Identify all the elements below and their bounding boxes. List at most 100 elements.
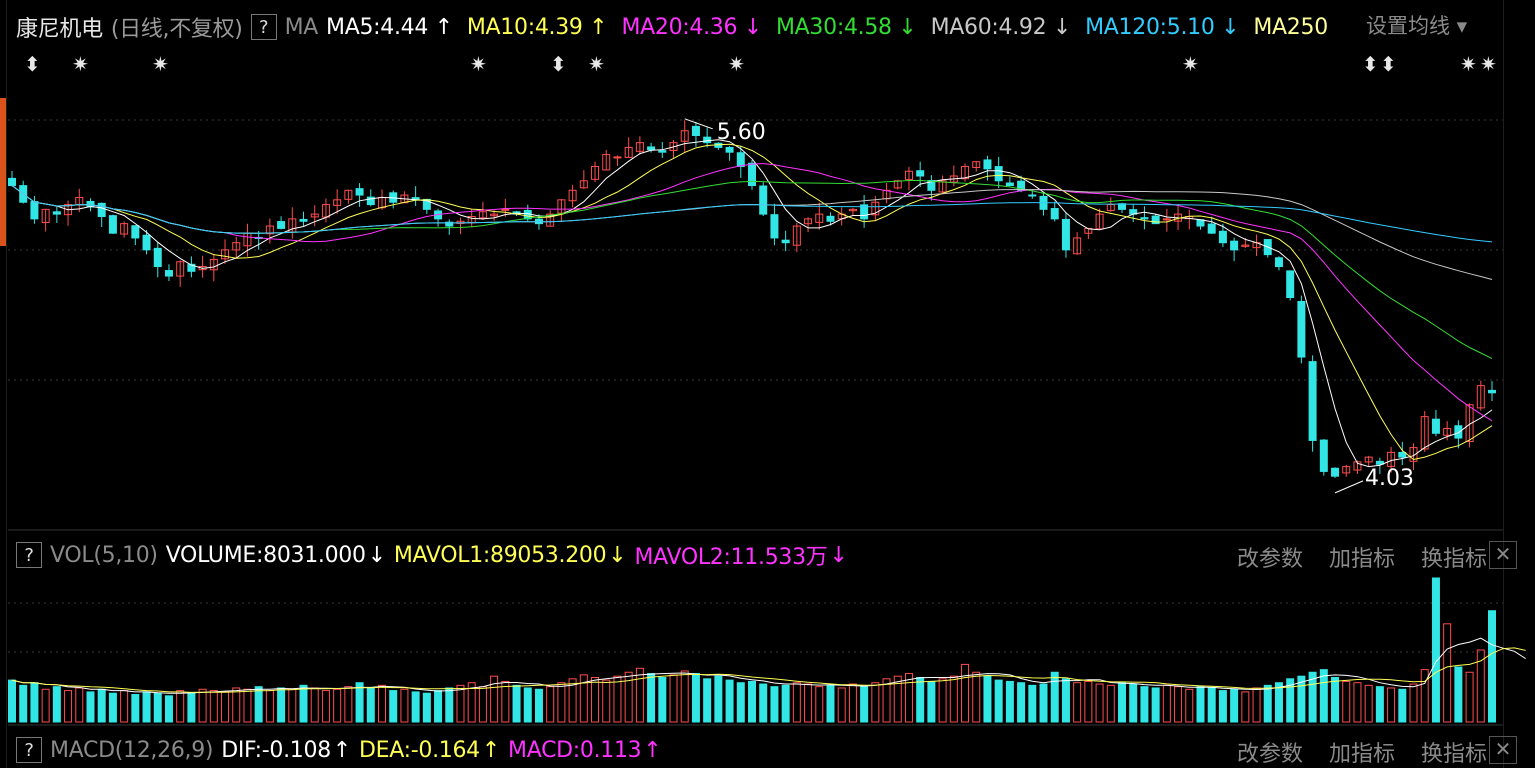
candle-body	[52, 211, 61, 215]
macd-value: MACD:0.113	[508, 737, 642, 763]
event-marker-updown-icon[interactable]: ⬍	[24, 52, 41, 76]
macd-params-button[interactable]: 改参数	[1236, 742, 1303, 767]
candle-body	[1218, 230, 1227, 244]
candle-body	[1005, 182, 1014, 187]
volume-bar	[1017, 682, 1026, 723]
candle-body	[1140, 217, 1149, 220]
vol-title[interactable]: VOL(5,10)	[50, 542, 158, 568]
event-marker-sun-icon[interactable]: ✷	[1460, 52, 1477, 76]
low-label: 4.03	[1365, 466, 1414, 491]
help-button[interactable]: ?	[250, 14, 277, 40]
volume-bar	[972, 671, 981, 723]
event-marker-updown-icon[interactable]: ⬍	[1380, 52, 1397, 76]
volume-bar	[1252, 687, 1261, 723]
candle-body	[691, 125, 700, 136]
volume-bar	[265, 690, 274, 723]
event-marker-updown-icon[interactable]: ⬍	[550, 52, 567, 76]
candle-body	[1308, 361, 1317, 441]
volume-bar	[243, 688, 252, 723]
volume-bar	[904, 673, 913, 723]
volume-bar	[568, 678, 577, 723]
volume-bar	[1230, 688, 1239, 723]
candle-body	[546, 213, 555, 227]
ma-value-0: MA5:4.44 ↑	[326, 14, 453, 40]
volume-panel-header: ? VOL(5,10) VOLUME:8031.000 ↓ MAVOL1:890…	[16, 540, 856, 570]
candle-body	[871, 201, 880, 216]
candle-body	[355, 188, 364, 196]
candle-body	[725, 146, 734, 153]
volume-bar	[591, 676, 600, 723]
ma10-line	[11, 143, 1493, 461]
volume-bar	[1465, 671, 1474, 723]
macd-panel-header: ? MACD(12,26,9) DIF:-0.108 ↑ DEA:-0.164 …	[16, 735, 670, 765]
vol-close-icon[interactable]: ✕	[1489, 541, 1517, 569]
volume-bar	[994, 679, 1003, 723]
vol-switch-indicator-button[interactable]: 换指标	[1420, 547, 1487, 572]
candle-body	[848, 208, 857, 212]
volume-bar	[1207, 687, 1216, 723]
candle-body	[1342, 466, 1351, 474]
stock-name[interactable]: 康尼机电	[16, 17, 103, 42]
candle-body	[1286, 270, 1295, 299]
candle-body	[1398, 451, 1407, 458]
volume-bar	[366, 687, 375, 723]
event-marker-sun-icon[interactable]: ✷	[588, 52, 605, 76]
macd-dif-arrow: ↑	[332, 737, 352, 763]
macd-add-indicator-button[interactable]: 加指标	[1328, 742, 1395, 767]
vol-params-button[interactable]: 改参数	[1236, 547, 1303, 572]
candle-body	[501, 208, 510, 211]
candle-body	[232, 242, 241, 251]
volume-bar	[1353, 682, 1362, 723]
event-marker-sun-icon[interactable]: ✷	[470, 52, 487, 76]
volume-bar	[1095, 683, 1104, 723]
candle-body	[568, 189, 577, 202]
volume-bar	[120, 690, 129, 723]
vol-mavol2: MAVOL2:11.533万	[634, 545, 828, 570]
volume-bar	[209, 690, 218, 723]
ma20-line	[11, 163, 1493, 422]
candle-body	[792, 225, 801, 246]
event-marker-sun-icon[interactable]: ✷	[72, 52, 89, 76]
set-ma-button[interactable]: 设置均线 ▾	[1366, 10, 1472, 40]
candle-body	[1375, 460, 1384, 465]
volume-bar	[714, 675, 723, 723]
volume-bar	[882, 678, 891, 723]
candle-body	[490, 213, 499, 217]
vol-help-button[interactable]: ?	[16, 542, 42, 568]
volume-bar	[86, 691, 95, 723]
candle-body	[1162, 218, 1171, 221]
candle-body	[815, 213, 824, 223]
macd-dea-arrow: ↑	[481, 737, 501, 763]
volume-bar	[19, 684, 28, 723]
volume-bar	[277, 687, 286, 723]
macd-title[interactable]: MACD(12,26,9)	[50, 737, 214, 763]
candle-body	[1050, 208, 1059, 220]
macd-help-button[interactable]: ?	[16, 737, 42, 763]
volume-bar	[669, 674, 678, 723]
vol-add-indicator-button[interactable]: 加指标	[1328, 547, 1395, 572]
candle-body	[748, 162, 756, 187]
event-marker-sun-icon[interactable]: ✷	[1480, 52, 1497, 76]
volume-bar	[1274, 682, 1283, 723]
event-marker-sun-icon[interactable]: ✷	[1182, 52, 1199, 76]
left-rule	[6, 0, 7, 768]
macd-close-icon[interactable]: ✕	[1489, 736, 1517, 764]
volume-bar	[221, 691, 230, 723]
event-marker-sun-icon[interactable]: ✷	[152, 52, 169, 76]
event-marker-updown-icon[interactable]: ⬍	[1362, 52, 1379, 76]
candle-body	[669, 142, 678, 151]
indicator-label[interactable]: MA	[284, 14, 319, 40]
macd-panel-buttons: 改参数 加指标 换指标	[1237, 736, 1487, 768]
volume-bar	[445, 687, 454, 723]
candle-body	[1488, 389, 1496, 394]
candle-body	[176, 261, 185, 277]
vol-volume: VOLUME:8031.000	[165, 542, 366, 568]
volume-bar	[501, 680, 510, 723]
volume-bar	[837, 687, 846, 723]
candle-body	[647, 146, 656, 151]
volume-bar	[1342, 680, 1351, 723]
event-marker-sun-icon[interactable]: ✷	[728, 52, 745, 76]
macd-switch-indicator-button[interactable]: 换指标	[1420, 742, 1487, 767]
volume-bar	[434, 690, 443, 723]
